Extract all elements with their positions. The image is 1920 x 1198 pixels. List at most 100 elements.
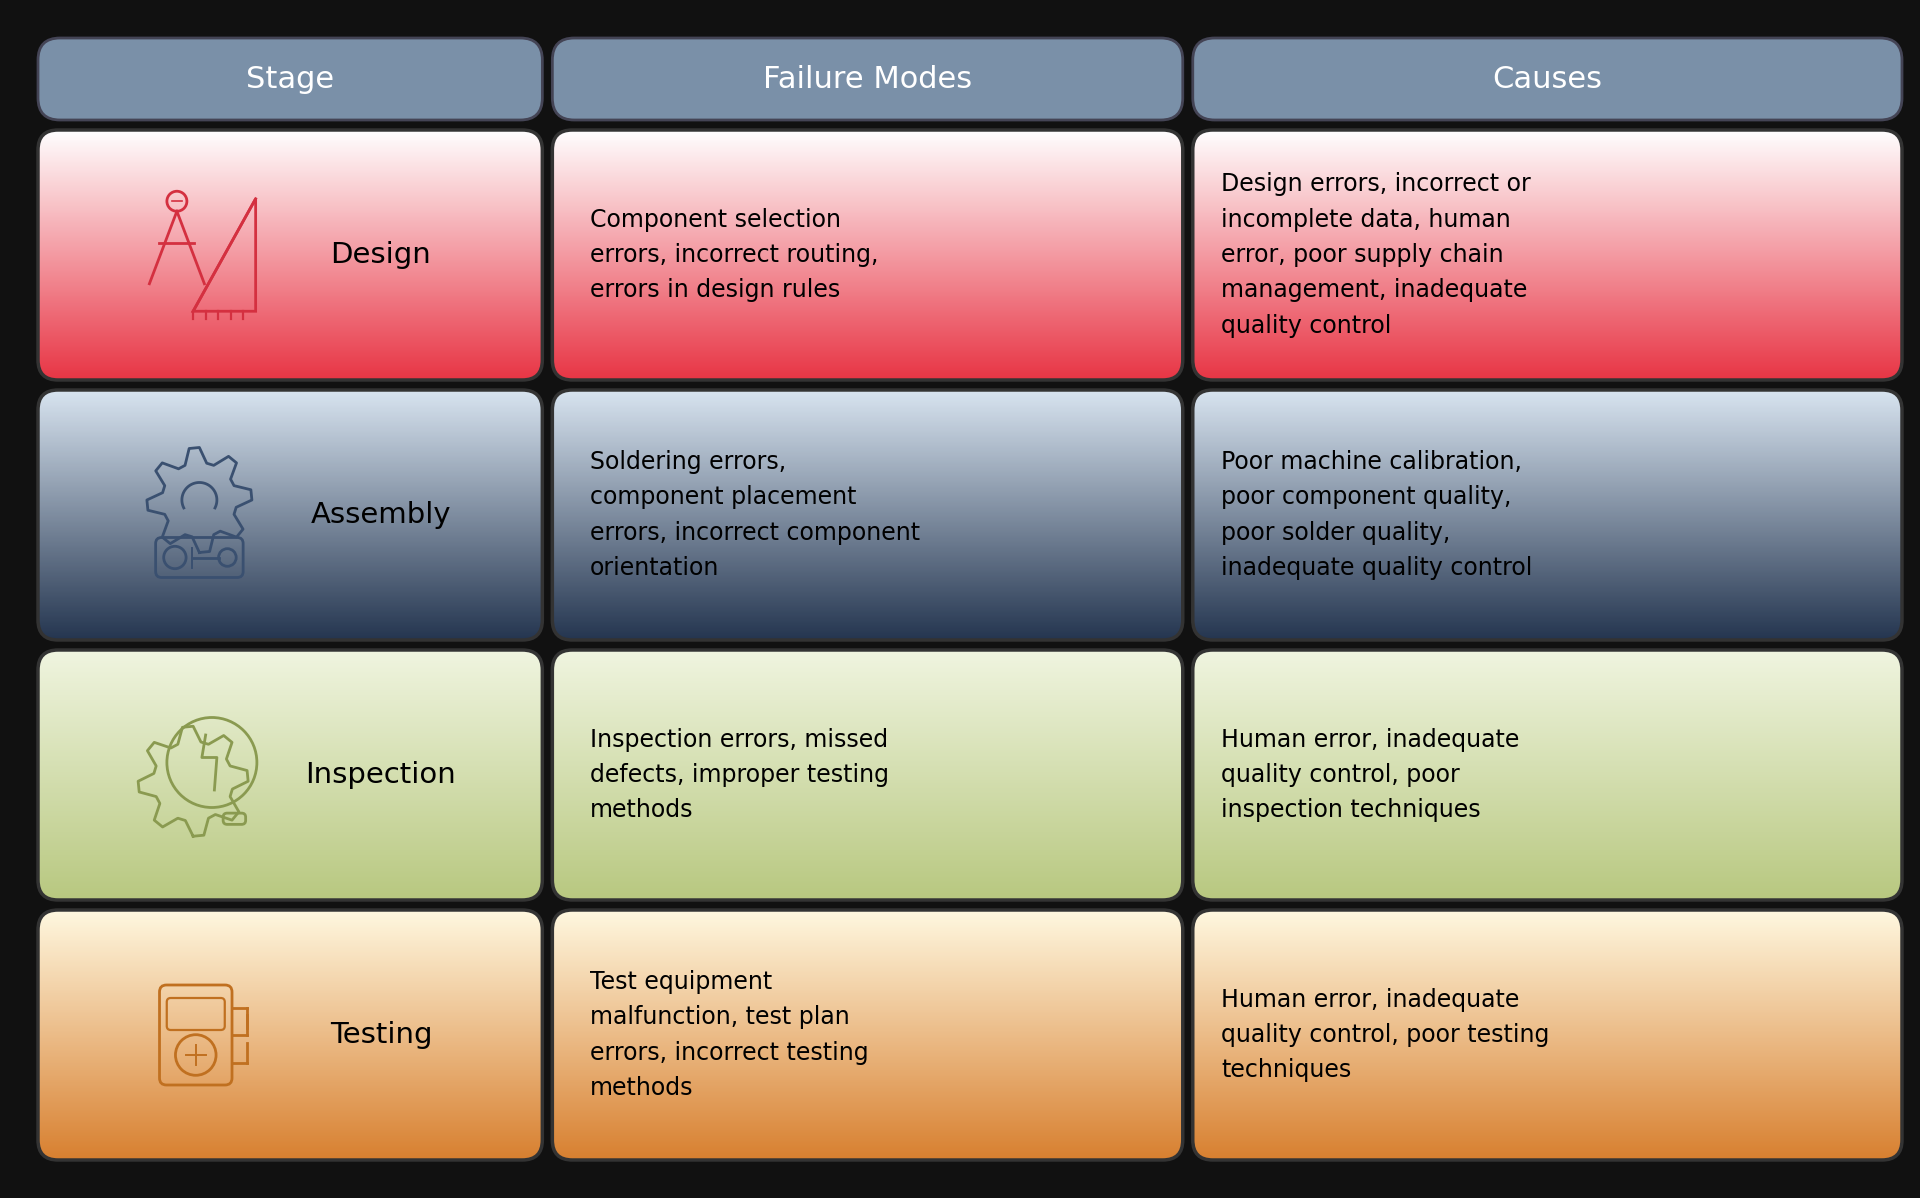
Bar [1192,345,1903,346]
Bar [1192,1075,1903,1076]
Bar [553,208,1183,210]
Bar [553,794,1183,797]
Bar [1192,512,1903,514]
Bar [1192,869,1903,870]
Bar [1192,373,1903,374]
Bar [1192,613,1903,615]
Bar [38,1081,541,1083]
Bar [553,984,1183,985]
Bar [553,783,1183,785]
Bar [38,1108,541,1111]
Bar [553,305,1183,308]
Bar [38,938,541,940]
Bar [1192,623,1903,625]
Bar [38,817,541,818]
Bar [553,508,1183,510]
Bar [38,258,541,259]
Bar [38,167,541,169]
Bar [38,509,541,512]
Bar [553,882,1183,884]
Bar [38,673,541,674]
Bar [553,914,1183,916]
Bar [553,168,1183,170]
Bar [1192,466,1903,467]
Bar [553,422,1183,424]
Bar [553,848,1183,851]
Bar [1192,858,1903,860]
Bar [553,950,1183,951]
Bar [553,552,1183,553]
Bar [553,1049,1183,1052]
Bar [38,853,541,855]
Bar [38,585,541,586]
Bar [553,238,1183,240]
Bar [38,998,541,1000]
Bar [38,1118,541,1120]
Bar [1192,836,1903,837]
Bar [553,534,1183,537]
Bar [1192,627,1903,629]
Bar [1192,399,1903,401]
Bar [1192,317,1903,319]
Bar [1192,1129,1903,1130]
Bar [553,939,1183,942]
Bar [553,428,1183,430]
Bar [1192,147,1903,149]
Bar [553,831,1183,834]
Bar [38,680,541,683]
Bar [1192,713,1903,715]
Bar [1192,974,1903,976]
Bar [38,694,541,695]
Bar [38,508,541,510]
Bar [38,164,541,167]
Bar [38,1102,541,1103]
Bar [553,756,1183,757]
Bar [1192,316,1903,317]
Bar [38,399,541,401]
Bar [38,744,541,746]
Bar [553,625,1183,628]
Bar [1192,748,1903,749]
Bar [553,267,1183,268]
Bar [38,1075,541,1076]
Bar [38,772,541,774]
Bar [38,774,541,776]
Bar [38,996,541,998]
Bar [1192,568,1903,570]
Bar [38,975,541,978]
Bar [553,260,1183,261]
Bar [1192,1094,1903,1095]
Bar [1192,272,1903,274]
Bar [1192,922,1903,924]
Bar [1192,661,1903,662]
Bar [553,952,1183,954]
Bar [1192,248,1903,250]
Bar [1192,1067,1903,1069]
Bar [1192,161,1903,163]
Bar [38,606,541,607]
Bar [38,547,541,549]
Bar [1192,443,1903,444]
Bar [38,514,541,516]
Bar [1192,1111,1903,1113]
Bar [1192,1158,1903,1160]
Bar [38,320,541,321]
Bar [1192,760,1903,761]
Bar [1192,435,1903,436]
Bar [553,565,1183,568]
Bar [38,368,541,370]
Bar [1192,489,1903,490]
Bar [1192,751,1903,752]
Bar [553,519,1183,520]
Bar [553,226,1183,229]
Bar [1192,1106,1903,1107]
Bar [38,527,541,528]
Bar [553,665,1183,666]
Bar [1192,940,1903,943]
Bar [1192,270,1903,271]
Bar [553,588,1183,589]
Bar [553,730,1183,731]
Bar [553,244,1183,247]
Bar [553,551,1183,552]
Bar [1192,1011,1903,1012]
